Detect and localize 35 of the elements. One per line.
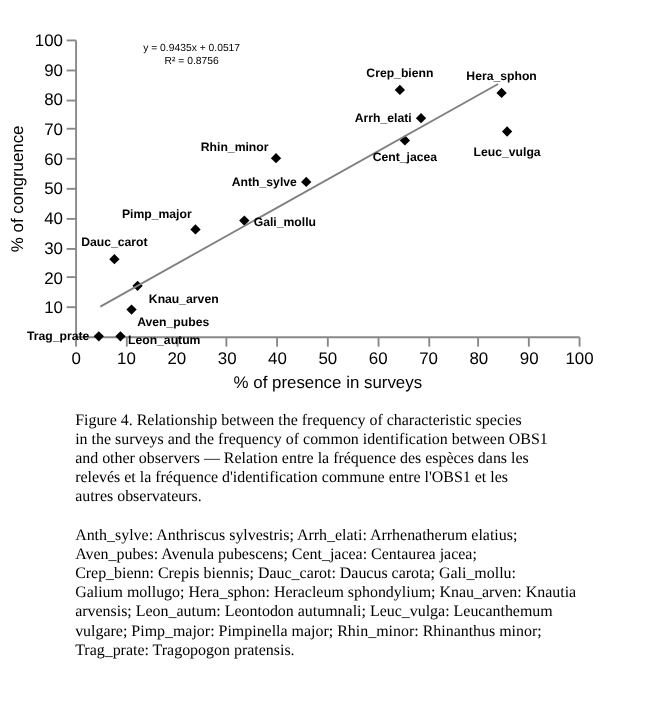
x-axis-title: % of presence in surveys	[233, 371, 423, 392]
x-tick-label: 40	[268, 347, 288, 368]
y-axis-title: % of congruence	[7, 124, 28, 253]
point	[239, 215, 250, 226]
x-tick-label: 80	[469, 347, 489, 368]
y-tick-label: 60	[44, 148, 64, 169]
y-tick-label: 100	[34, 30, 64, 51]
x-tick-label: 70	[419, 347, 439, 368]
point	[270, 153, 282, 164]
y-tick-label: 90	[44, 59, 64, 80]
point	[190, 224, 201, 235]
x-tick-label: 60	[368, 347, 389, 368]
x-tick-label: 30	[217, 347, 238, 368]
y-tick-label: 10	[44, 297, 64, 318]
point	[394, 84, 406, 96]
y-tick-label: 70	[44, 119, 64, 140]
x-tick-label: 20	[167, 347, 187, 368]
point	[301, 176, 312, 188]
y-tick-label: 50	[44, 178, 64, 199]
x-tick-label: 50	[318, 347, 338, 368]
point	[501, 126, 513, 137]
x-tick-label: 100	[565, 347, 595, 368]
point	[496, 87, 507, 99]
x-tick-label: 90	[519, 347, 540, 368]
x-tick-label: 10	[117, 347, 137, 368]
point	[93, 331, 104, 342]
y-tick-label: 80	[44, 89, 64, 110]
y-tick-label: 40	[44, 208, 64, 229]
point	[415, 112, 427, 124]
point	[115, 331, 126, 342]
x-tick-label: 0	[71, 347, 82, 368]
y-tick-label: 30	[44, 237, 64, 258]
point	[126, 304, 137, 315]
y-tick-label: 20	[44, 267, 64, 288]
point	[109, 253, 120, 265]
